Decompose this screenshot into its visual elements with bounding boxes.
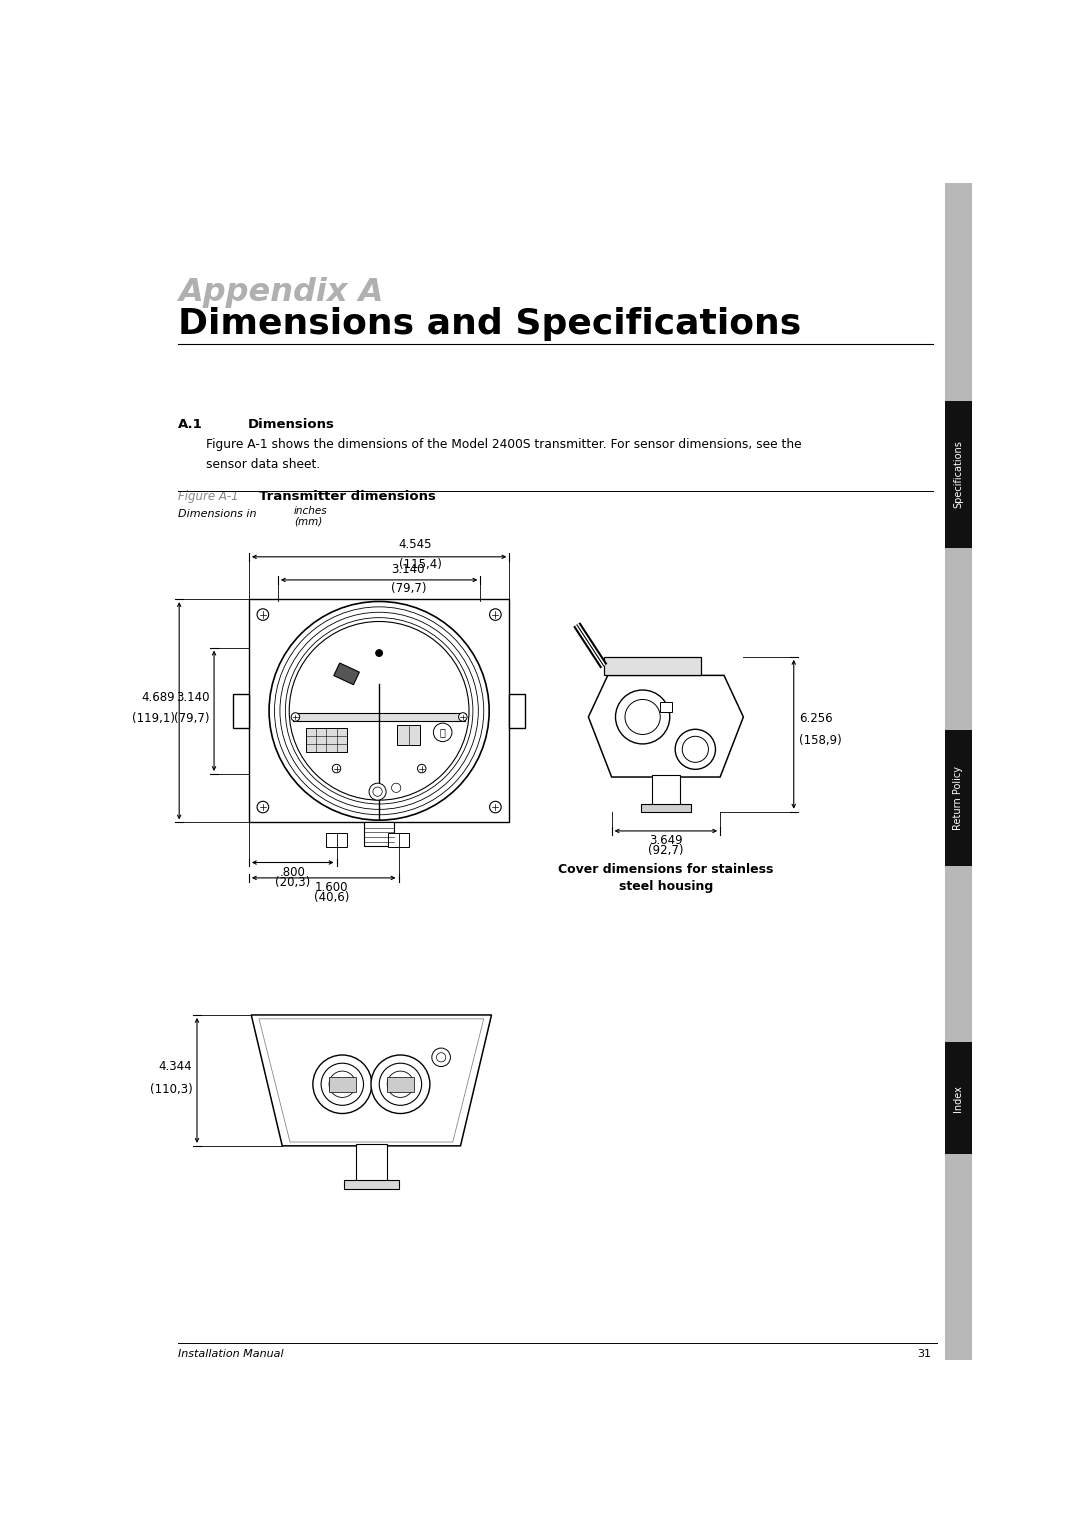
Circle shape	[616, 691, 670, 744]
Bar	[945, 730, 972, 866]
Circle shape	[489, 608, 501, 620]
Circle shape	[280, 613, 478, 810]
Circle shape	[388, 1071, 414, 1097]
Bar	[326, 833, 347, 847]
Text: 4.545: 4.545	[399, 538, 432, 552]
Polygon shape	[589, 675, 743, 778]
Text: (79,7): (79,7)	[174, 712, 210, 726]
Polygon shape	[604, 657, 701, 675]
Bar	[388, 1077, 414, 1091]
Text: .800: .800	[280, 865, 306, 879]
Text: sensor data sheet.: sensor data sheet.	[206, 458, 321, 471]
Circle shape	[333, 764, 341, 773]
Circle shape	[321, 1063, 364, 1105]
Circle shape	[373, 787, 382, 796]
Text: (92,7): (92,7)	[648, 843, 684, 857]
Text: 3.140: 3.140	[391, 562, 424, 576]
Circle shape	[376, 649, 382, 657]
Text: (158,9): (158,9)	[799, 733, 842, 747]
Bar	[334, 663, 360, 685]
Bar	[389, 833, 408, 847]
Circle shape	[433, 723, 451, 741]
Circle shape	[392, 784, 401, 793]
Text: (79,7): (79,7)	[391, 582, 427, 596]
Bar	[364, 822, 394, 845]
Circle shape	[274, 607, 484, 814]
Circle shape	[269, 602, 489, 821]
Text: Appendix A: Appendix A	[177, 277, 383, 309]
Text: 1.600: 1.600	[314, 882, 348, 894]
Circle shape	[418, 764, 426, 773]
Bar	[397, 726, 420, 746]
Circle shape	[289, 622, 469, 801]
Text: Installation Manual: Installation Manual	[177, 1349, 283, 1358]
Text: steel housing: steel housing	[619, 880, 713, 894]
Text: Figure A-1 shows the dimensions of the Model 2400S transmitter. For sensor dimen: Figure A-1 shows the dimensions of the M…	[206, 439, 802, 451]
Circle shape	[372, 1054, 430, 1114]
Bar	[945, 549, 972, 730]
Text: (40,6): (40,6)	[314, 891, 349, 905]
Text: 3.649: 3.649	[649, 834, 683, 847]
Bar	[945, 183, 972, 400]
Text: (mm): (mm)	[294, 516, 322, 527]
Text: 3.140: 3.140	[176, 691, 210, 704]
Text: Transmitter dimensions: Transmitter dimensions	[259, 490, 436, 503]
Bar	[945, 866, 972, 1042]
Text: Index: Index	[954, 1085, 963, 1111]
Text: Cover dimensions for stainless: Cover dimensions for stainless	[558, 863, 773, 876]
Circle shape	[675, 729, 715, 769]
Bar	[307, 727, 347, 752]
Text: ⏚: ⏚	[440, 727, 446, 738]
Circle shape	[257, 801, 269, 813]
Text: Dimensions: Dimensions	[247, 419, 334, 431]
Bar	[945, 1042, 972, 1154]
Circle shape	[379, 1063, 421, 1105]
Bar	[652, 776, 679, 807]
Circle shape	[459, 712, 467, 721]
Text: Specifications: Specifications	[954, 440, 963, 509]
Circle shape	[329, 1071, 355, 1097]
Text: 6.256: 6.256	[799, 712, 833, 724]
Circle shape	[285, 617, 473, 804]
Text: A.1: A.1	[177, 419, 202, 431]
Text: (110,3): (110,3)	[150, 1083, 192, 1096]
Circle shape	[369, 784, 387, 801]
Bar	[248, 599, 510, 822]
Bar	[356, 1144, 387, 1183]
Bar	[945, 1154, 972, 1360]
Text: Dimensions in: Dimensions in	[177, 509, 256, 520]
Text: 4.344: 4.344	[159, 1060, 192, 1074]
Circle shape	[313, 1054, 372, 1114]
Circle shape	[257, 608, 269, 620]
Text: inches: inches	[294, 506, 327, 516]
Circle shape	[432, 1048, 450, 1067]
Polygon shape	[252, 1015, 491, 1146]
Circle shape	[489, 801, 501, 813]
Text: (115,4): (115,4)	[399, 558, 442, 571]
Bar	[945, 400, 972, 549]
Circle shape	[625, 700, 660, 735]
Bar	[293, 714, 465, 721]
Bar	[510, 694, 525, 727]
Bar	[660, 703, 672, 712]
Circle shape	[683, 736, 708, 762]
Text: Dimensions and Specifications: Dimensions and Specifications	[177, 307, 801, 341]
Text: (20,3): (20,3)	[275, 876, 310, 889]
Text: 31: 31	[917, 1349, 931, 1358]
Bar	[345, 1180, 399, 1189]
Circle shape	[292, 712, 299, 721]
Bar	[642, 804, 691, 811]
Text: Return Policy: Return Policy	[954, 766, 963, 830]
Text: (119,1): (119,1)	[132, 712, 175, 726]
Bar	[233, 694, 248, 727]
Text: 4.689: 4.689	[140, 691, 175, 704]
Text: Figure A-1: Figure A-1	[177, 490, 239, 503]
Bar	[329, 1077, 355, 1091]
Circle shape	[436, 1053, 446, 1062]
